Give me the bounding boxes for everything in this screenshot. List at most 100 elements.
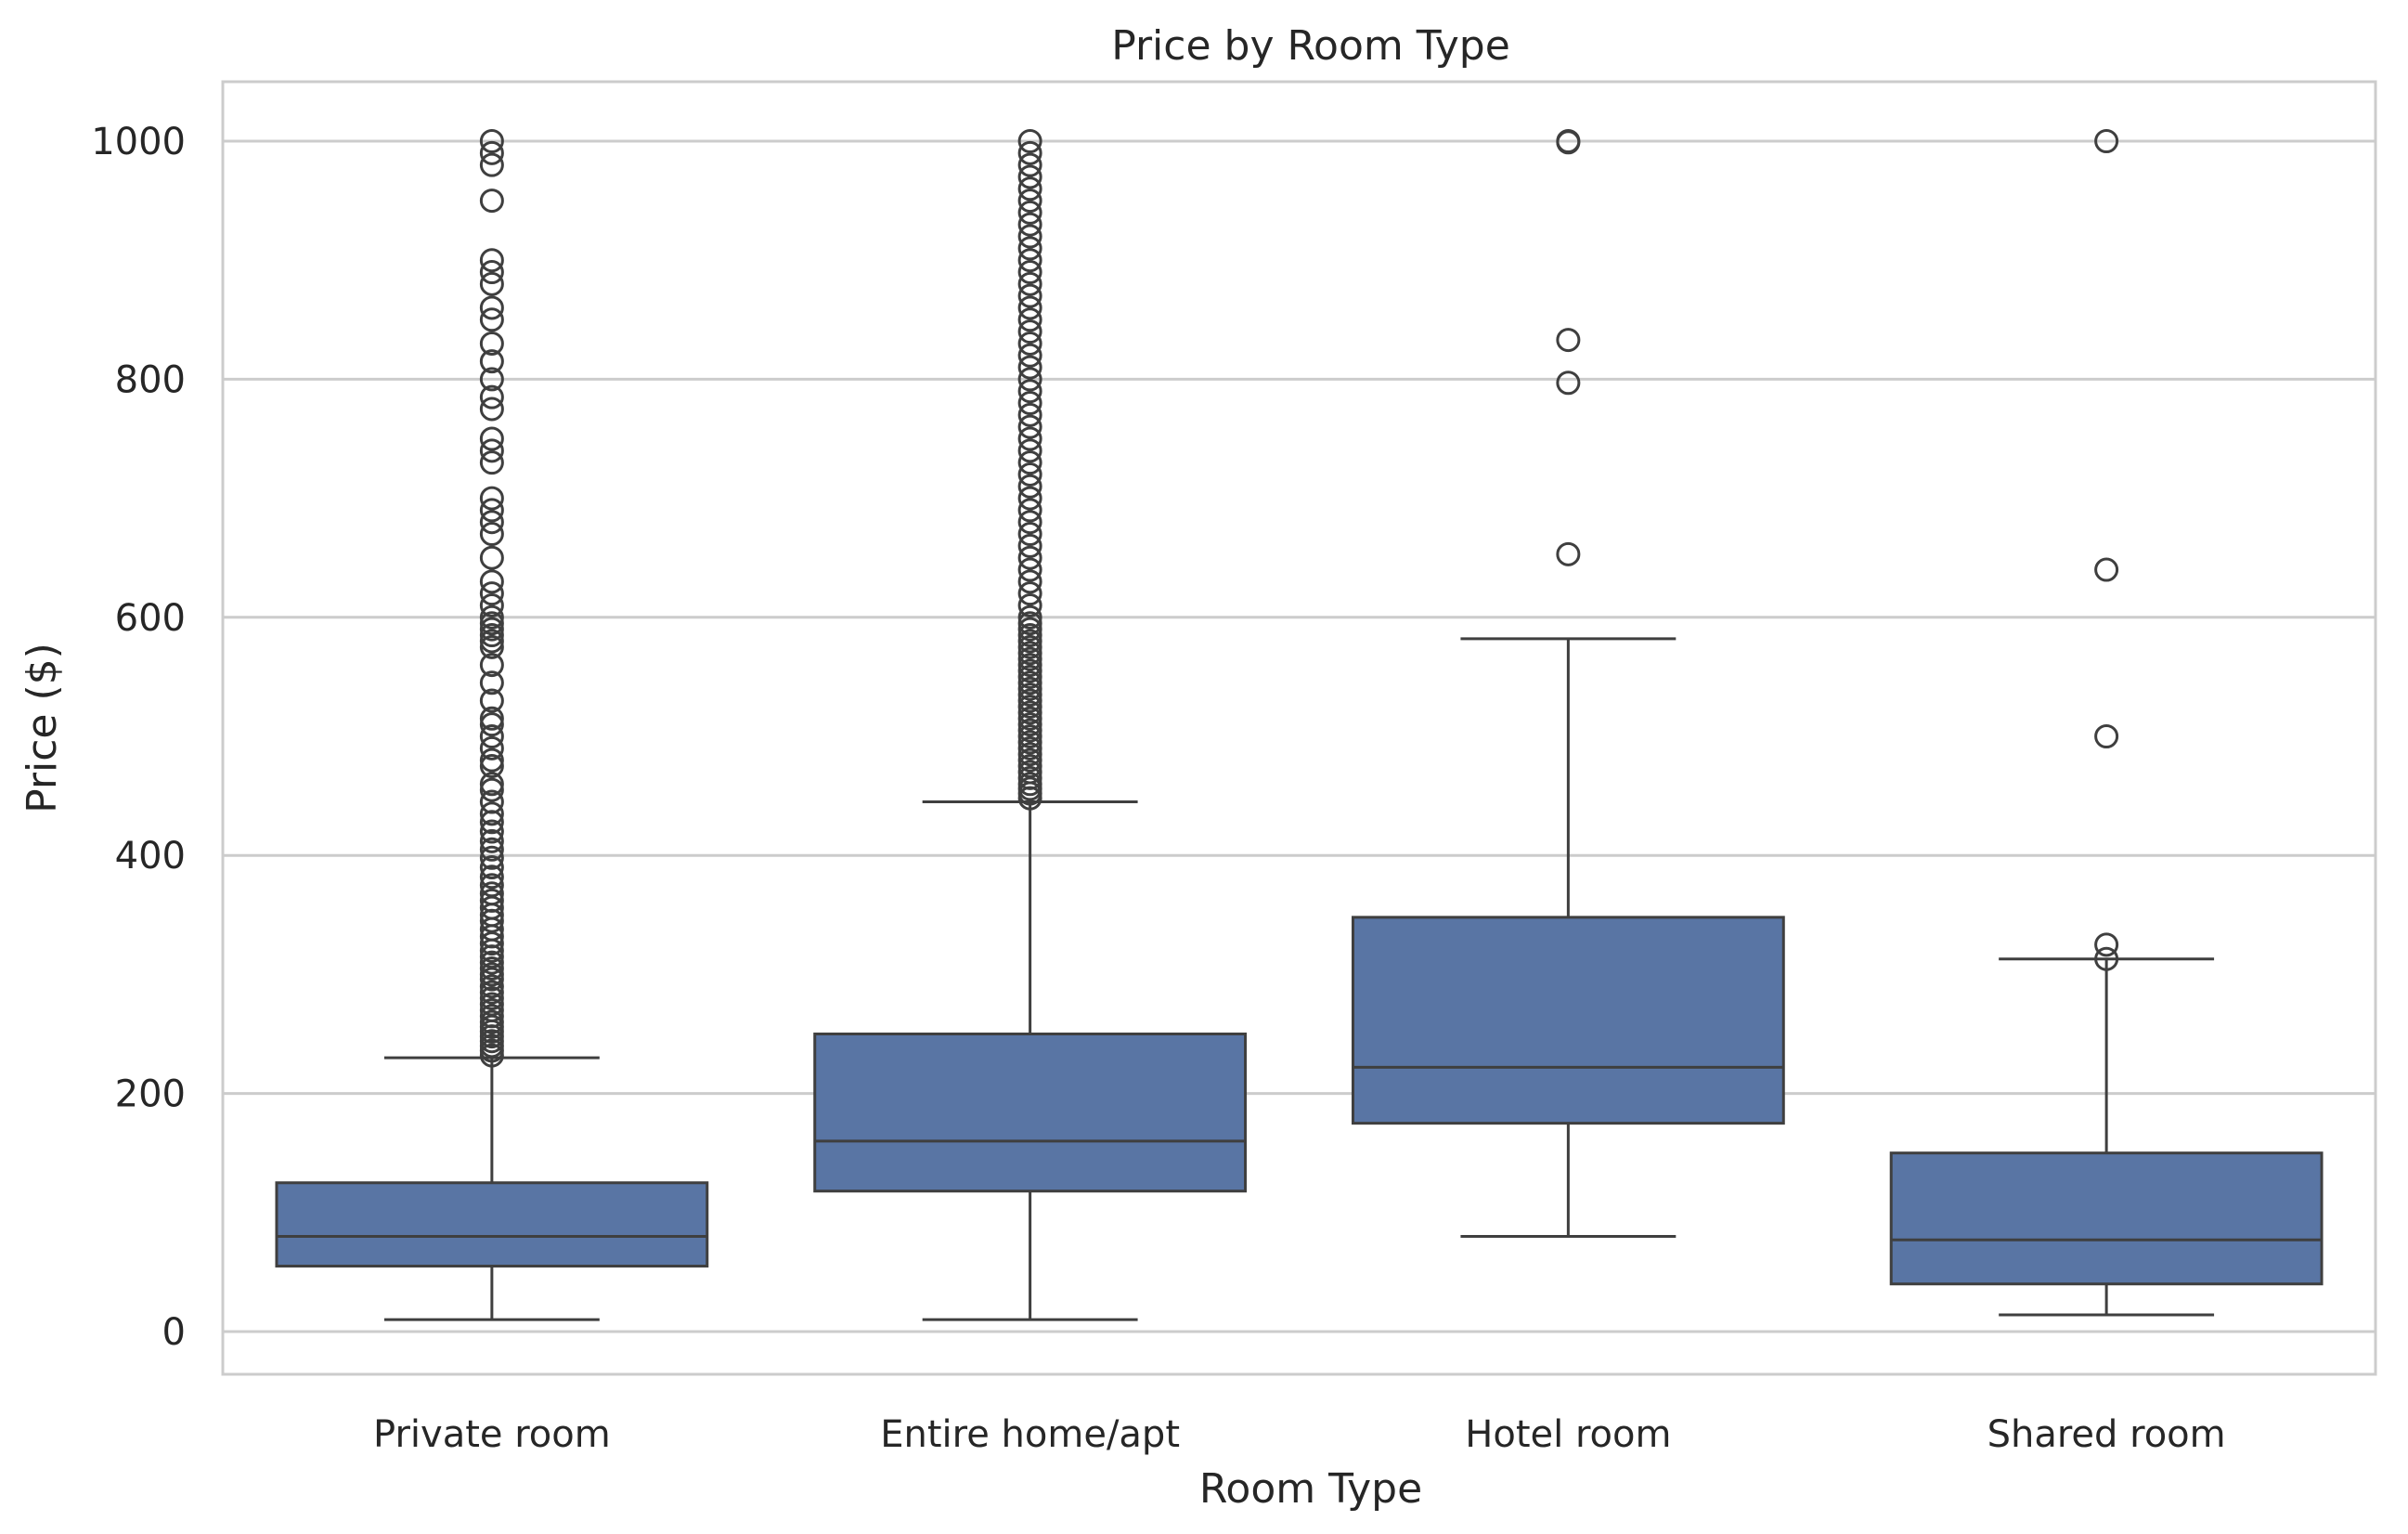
outlier-point — [1017, 670, 1042, 696]
outlier-point — [1017, 611, 1042, 636]
outlier-point — [479, 188, 504, 214]
outlier-point — [1017, 569, 1042, 594]
outlier-point — [479, 248, 504, 273]
outlier-point — [1017, 664, 1042, 689]
outlier-point — [2094, 557, 2119, 582]
chart-title: Price by Room Type — [1111, 22, 1510, 70]
outlier-point — [479, 950, 504, 975]
outlier-point — [1556, 541, 1581, 566]
y-tick-label: 200 — [115, 1073, 186, 1116]
outlier-point — [1017, 319, 1042, 344]
outlier-point — [1017, 712, 1042, 737]
outlier-point — [479, 450, 504, 475]
outlier-point — [479, 634, 504, 659]
outlier-point — [1017, 676, 1042, 701]
outlier-point — [1017, 617, 1042, 642]
outlier-point — [1017, 248, 1042, 273]
outlier-point — [1017, 724, 1042, 748]
outlier-point — [1017, 706, 1042, 731]
outlier-point — [1017, 557, 1042, 582]
y-axis-ticks: 0 200 400 600 800 1000 — [91, 121, 186, 1354]
outlier-point — [479, 498, 504, 523]
outlier-point — [1017, 623, 1042, 648]
outlier-point — [479, 384, 504, 410]
outlier-point — [479, 396, 504, 422]
outlier-point — [1017, 129, 1042, 153]
outlier-point — [479, 569, 504, 594]
outlier-point — [1017, 760, 1042, 785]
outlier-point — [1017, 426, 1042, 451]
outlier-point — [2094, 129, 2119, 153]
outlier-point — [479, 331, 504, 356]
outlier-point — [1017, 212, 1042, 237]
outlier-point — [1017, 140, 1042, 165]
outlier-point — [1017, 694, 1042, 719]
outlier-point — [1017, 748, 1042, 773]
outlier-point — [479, 152, 504, 177]
outlier-point — [1017, 355, 1042, 380]
outlier-point — [1017, 498, 1042, 523]
outlier-point — [1556, 129, 1581, 153]
outlier-point — [1017, 462, 1042, 487]
outlier-point — [1017, 658, 1042, 683]
outlier-point — [1017, 283, 1042, 308]
outlier-point — [1017, 735, 1042, 760]
y-tick-label: 400 — [115, 835, 186, 878]
outlier-point — [1017, 307, 1042, 332]
outlier-point — [479, 581, 504, 606]
outlier-point — [2094, 946, 2119, 971]
outlier-point — [1017, 474, 1042, 499]
outlier-point — [1017, 236, 1042, 261]
y-axis-title: Price ($) — [19, 643, 66, 813]
outlier-point — [479, 307, 504, 332]
outlier-point — [1017, 164, 1042, 189]
outlier-point — [1017, 260, 1042, 285]
outlier-point — [479, 855, 504, 880]
outlier-point — [479, 129, 504, 153]
outlier-point — [1017, 438, 1042, 463]
outlier-point — [479, 260, 504, 285]
outlier-point — [479, 486, 504, 511]
outlier-point — [1017, 772, 1042, 797]
outlier-point — [1017, 188, 1042, 214]
iqr-box — [275, 1181, 709, 1268]
x-tick-label: Entire home/apt — [880, 1413, 1180, 1456]
outlier-point — [479, 510, 504, 535]
outlier-point — [1017, 646, 1042, 671]
x-axis-ticks: Private room Entire home/apt Hotel room Sha… — [373, 1413, 2226, 1456]
outlier-point — [1017, 450, 1042, 475]
outlier-point — [479, 801, 504, 826]
outlier-point — [1017, 522, 1042, 547]
outlier-point — [1017, 641, 1042, 666]
outlier-point — [1017, 742, 1042, 767]
outlier-point — [479, 706, 504, 731]
outlier-point — [479, 845, 504, 870]
outlier-point — [479, 789, 504, 814]
outlier-point — [1556, 328, 1581, 353]
outlier-point — [1017, 545, 1042, 570]
outlier-point — [2094, 724, 2119, 748]
outlier-point — [1017, 152, 1042, 177]
y-tick-label: 800 — [115, 358, 186, 401]
outlier-point — [1017, 730, 1042, 755]
outlier-point — [479, 653, 504, 678]
outlier-point — [479, 873, 504, 898]
y-tick-label: 0 — [162, 1311, 186, 1354]
outlier-point — [479, 735, 504, 760]
outlier-point — [1017, 486, 1042, 511]
outlier-point — [479, 295, 504, 320]
outlier-point — [479, 888, 504, 913]
outlier-point — [1017, 200, 1042, 225]
outlier-point — [479, 881, 504, 906]
outlier-point — [479, 772, 504, 797]
gridlines — [223, 139, 2376, 1333]
outlier-point — [479, 980, 504, 1005]
outlier-point — [479, 1009, 504, 1034]
outlier-point — [1017, 379, 1042, 404]
outlier-point — [1017, 295, 1042, 320]
iqr-box — [1351, 916, 1785, 1125]
outlier-point — [479, 611, 504, 636]
outlier-point — [479, 828, 504, 853]
outlier-point — [1017, 414, 1042, 439]
